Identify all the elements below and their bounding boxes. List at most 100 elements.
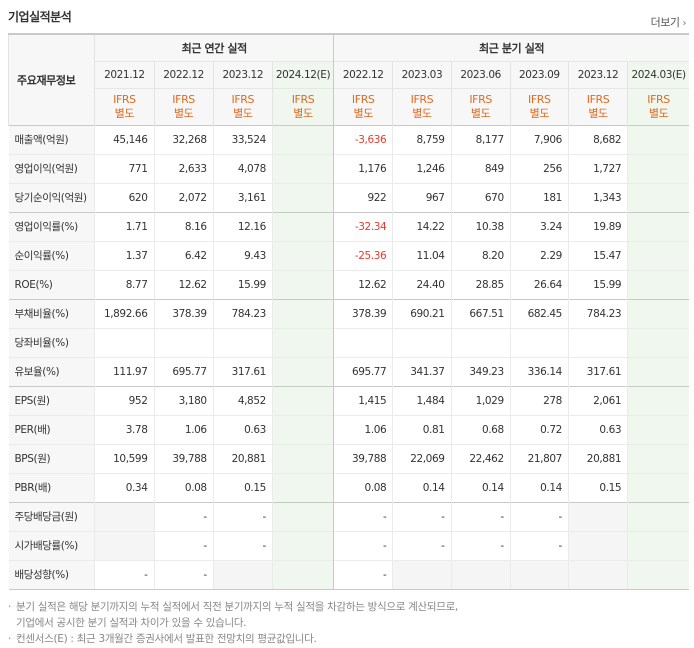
header-group-quarter: 최근 분기 실적 (333, 34, 689, 61)
period-header: 2023.06 (450, 60, 511, 88)
basis-standard: IFRS (647, 92, 670, 106)
table-cell (94, 530, 154, 560)
row-label: PBR(배) (8, 472, 95, 502)
table-row: 당좌비율(%) (8, 327, 689, 357)
table-cell: 336.14 (509, 356, 569, 386)
table-cell: 0.63 (212, 414, 273, 444)
table-cell: 0.14 (392, 472, 452, 502)
table-cell: 1,246 (392, 153, 452, 183)
basis-type: 별도 (353, 106, 374, 120)
table-cell: -3,636 (333, 124, 393, 154)
footnotes: 분기 실적은 해당 분기까지의 누적 실적에서 직전 분기까지의 누적 실적을 … (8, 599, 688, 647)
row-label: 매출액(억원) (8, 124, 95, 154)
period-header: 2021.12 (94, 60, 154, 88)
table-cell: 3.24 (509, 211, 569, 241)
table-cell: 8,177 (450, 124, 511, 154)
table-cell (271, 298, 334, 328)
table-cell (627, 385, 689, 415)
more-link-label: 더보기 (650, 16, 680, 29)
table-cell: 8.20 (450, 240, 511, 270)
table-cell: - (509, 501, 569, 531)
table-cell: 111.97 (94, 356, 154, 386)
period-header: 2022.12 (153, 60, 214, 88)
footnote-quarterly-line2: 기업에서 공시한 분기 실적과 차이가 있을 수 있습니다. (16, 617, 247, 629)
table-cell: 256 (509, 153, 569, 183)
table-cell (567, 327, 628, 357)
table-cell (153, 327, 214, 357)
table-cell: 682.45 (509, 298, 569, 328)
table-cell: 28.85 (450, 269, 511, 299)
basis-standard: IFRS (291, 92, 315, 106)
table-cell: 20,881 (567, 443, 628, 473)
table-cell: -25.36 (333, 240, 393, 270)
table-cell (567, 530, 628, 560)
table-cell: 952 (94, 385, 154, 415)
table-cell: 967 (392, 182, 452, 212)
basis-type: 별도 (114, 106, 135, 120)
table-cell: - (94, 559, 154, 590)
table-cell: 0.15 (567, 472, 628, 502)
table-cell: 11.04 (392, 240, 452, 270)
row-label: 부채비율(%) (8, 298, 95, 328)
table-row: PER(배) 3.78 1.06 0.63 1.06 0.81 0.68 0.72 0.63 (8, 414, 689, 444)
table-cell (627, 414, 689, 444)
more-link[interactable]: 더보기 › (650, 14, 687, 30)
table-cell (627, 298, 689, 328)
header-group-annual: 최근 연간 실적 (94, 34, 334, 61)
table-cell (94, 327, 154, 357)
table-cell: 1,892.66 (94, 298, 154, 328)
footnote-consensus: 컨센서스(E) : 최근 3개월간 증권사에서 발표한 전망치의 평균값입니다. (8, 631, 688, 647)
basis-standard: IFRS (586, 92, 610, 106)
table-cell (271, 356, 334, 386)
table-cell: 7,906 (509, 124, 569, 154)
header-basis-row: IFRS 별도 IFRS 별도 IFRS 별도 IFRS 별도 IFRS 별도 IFRS 별도 IFRS… (9, 87, 689, 125)
table-cell: 4,078 (212, 153, 273, 183)
table-cell: 22,462 (450, 443, 511, 473)
basis-header: IFRS 별도 (333, 87, 393, 125)
table-cell (271, 385, 334, 415)
table-cell: - (333, 501, 393, 531)
table-cell: - (509, 530, 569, 560)
table-cell (392, 327, 452, 357)
table-cell: 39,788 (153, 443, 214, 473)
table-cell (627, 153, 689, 183)
table-cell: 0.08 (333, 472, 393, 502)
table-row: 당기순이익(억원) 620 2,072 3,161 922 967 670 181 1,343 (8, 182, 689, 212)
table-cell: 6.42 (153, 240, 214, 270)
table-cell (627, 240, 689, 270)
table-cell (627, 472, 689, 502)
row-label: ROE(%) (8, 269, 95, 299)
table-cell: 670 (450, 182, 511, 212)
table-cell: 3,180 (153, 385, 214, 415)
table-cell: 2,072 (153, 182, 214, 212)
table-cell: 1.37 (94, 240, 154, 270)
table-cell: 10,599 (94, 443, 154, 473)
table-cell: 378.39 (333, 298, 393, 328)
table-cell (271, 182, 334, 212)
row-label: 배당성향(%) (8, 559, 95, 590)
table-cell (627, 269, 689, 299)
table-cell: 620 (94, 182, 154, 212)
table-cell: 784.23 (212, 298, 273, 328)
table-row: EPS(원) 952 3,180 4,852 1,415 1,484 1,029 278 2,0… (8, 385, 689, 415)
table-cell (450, 559, 511, 590)
table-cell: 0.14 (509, 472, 569, 502)
table-cell: 22,069 (392, 443, 452, 473)
basis-header: IFRS 별도 (94, 87, 154, 125)
table-cell: 20,881 (212, 443, 273, 473)
table-cell: 0.08 (153, 472, 214, 502)
table-cell: 8.16 (153, 211, 214, 241)
table-cell (627, 124, 689, 154)
table-cell: 341.37 (392, 356, 452, 386)
table-cell (509, 559, 569, 590)
table-row: 매출액(억원) 45,146 32,268 33,524 -3,636 8,759 8,17… (8, 124, 689, 154)
table-cell: 26.64 (509, 269, 569, 299)
table-cell: - (392, 530, 452, 560)
table-cell: 1.06 (333, 414, 393, 444)
table-cell: 378.39 (153, 298, 214, 328)
table-cell: 9.43 (212, 240, 273, 270)
table-cell: 0.81 (392, 414, 452, 444)
table-row: 배당성향(%) - - - (8, 559, 689, 590)
table-cell: 3.78 (94, 414, 154, 444)
